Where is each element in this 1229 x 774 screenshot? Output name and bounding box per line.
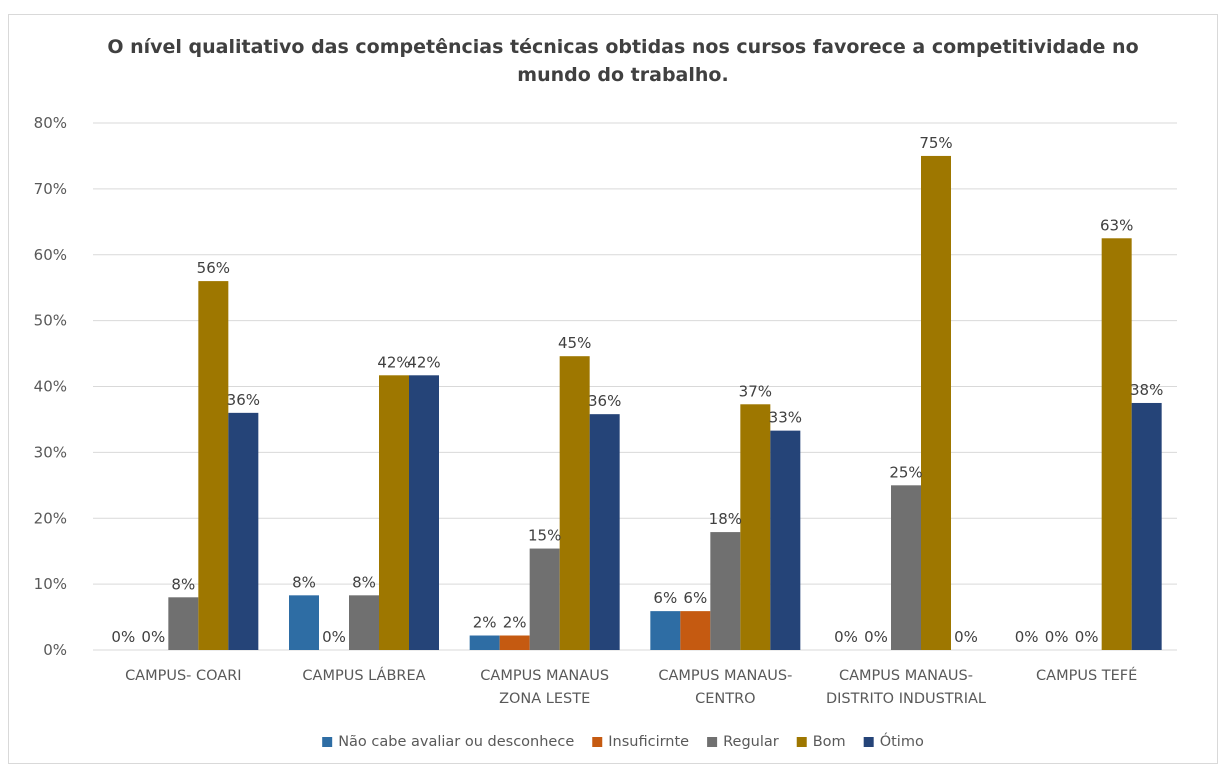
y-axis-ticks: 0% 10% 20% 30% 40% 50% 60% 70% 80% (34, 114, 67, 659)
data-label: 8% (292, 573, 316, 591)
legend-swatch (707, 737, 718, 747)
data-label: 2% (503, 614, 527, 632)
legend-swatch (592, 737, 603, 747)
gridlines (93, 122, 1177, 651)
bar (529, 548, 560, 650)
y-tick-label: 70% (34, 180, 67, 198)
category-label: CAMPUS LÁBREA (302, 667, 425, 684)
data-label: 37% (739, 382, 772, 400)
category-label: CAMPUS MANAUS (480, 668, 609, 684)
data-label: 42% (377, 353, 410, 371)
data-label: 63% (1100, 216, 1133, 234)
category-label: CAMPUS- COARI (125, 668, 242, 684)
legend-label: Ótimo (880, 732, 924, 750)
data-label: 15% (528, 527, 561, 545)
bar (499, 635, 530, 650)
legend-label: Regular (723, 734, 779, 750)
legend-item: Não cabe avaliar ou desconhece (322, 734, 574, 750)
category-label: CAMPUS MANAUS- (658, 668, 792, 684)
data-label: 75% (919, 134, 952, 152)
legend-swatch (322, 737, 333, 747)
data-label: 6% (683, 589, 707, 607)
legend-swatch (796, 737, 807, 747)
legend-label: Bom (813, 734, 846, 750)
category-label: CAMPUS TEFÉ (1036, 667, 1137, 684)
y-tick-label: 60% (34, 246, 67, 264)
legend-item: Regular (707, 734, 779, 750)
legend-label: Insuficirnte (608, 734, 689, 750)
bar (559, 356, 590, 650)
chart-frame: O nível qualitativo das competências téc… (8, 14, 1218, 764)
bar (680, 611, 711, 650)
chart-title-line: mundo do trabalho. (517, 64, 728, 86)
bar (198, 281, 229, 650)
legend: Não cabe avaliar ou desconhece Insuficirn… (322, 732, 924, 750)
bar (469, 635, 500, 650)
y-tick-label: 20% (34, 509, 67, 527)
bar (770, 430, 801, 650)
bar (1131, 402, 1162, 650)
category-label: CENTRO (695, 691, 755, 707)
legend-item: Insuficirnte (592, 734, 689, 750)
data-label: 33% (769, 409, 802, 427)
data-label: 45% (558, 334, 591, 352)
bar (650, 611, 681, 650)
data-label: 0% (864, 628, 888, 646)
bar (589, 414, 620, 650)
bar (891, 485, 921, 650)
data-label: 8% (352, 573, 376, 591)
y-tick-label: 50% (34, 312, 67, 330)
bar (228, 412, 259, 650)
data-label: 6% (653, 589, 677, 607)
bar (710, 532, 741, 650)
legend-label: Não cabe avaliar ou desconhece (338, 734, 574, 750)
x-axis-categories: CAMPUS- COARI CAMPUS LÁBREA CAMPUS MANAUS Z… (125, 667, 1137, 707)
data-label: 0% (954, 628, 978, 646)
bar (289, 595, 319, 650)
data-label: 8% (171, 575, 195, 593)
y-tick-label: 80% (34, 114, 67, 132)
data-label: 0% (111, 628, 135, 646)
data-label: 0% (1045, 628, 1069, 646)
data-label: 36% (588, 392, 621, 410)
bar (379, 375, 409, 650)
bar (1101, 238, 1132, 650)
bar (921, 155, 951, 650)
data-label: 0% (1015, 628, 1039, 646)
chart-svg: O nível qualitativo das competências téc… (34, 36, 1177, 750)
legend-item: Bom (796, 734, 846, 750)
bar (409, 375, 439, 650)
data-label: 25% (889, 463, 922, 481)
data-label: 0% (1075, 628, 1099, 646)
data-label: 0% (322, 628, 346, 646)
data-label: 42% (407, 353, 440, 371)
data-label: 38% (1130, 381, 1163, 399)
data-labels: 0% 0% 8% 56% 36% 8% 0% 8% 42%42% 2% 2% 15% 45% 36% 6% 6… (111, 134, 1163, 646)
y-tick-label: 0% (43, 641, 67, 659)
legend-swatch (863, 737, 874, 747)
data-label: 36% (227, 391, 260, 409)
chart-title: O nível qualitativo das competências téc… (107, 36, 1138, 86)
category-label: DISTRITO INDUSTRIAL (826, 691, 986, 707)
chart-title-line: O nível qualitativo das competências téc… (107, 36, 1138, 58)
data-label: 0% (141, 628, 165, 646)
data-label: 56% (197, 259, 230, 277)
data-label: 18% (709, 510, 742, 528)
data-label: 0% (834, 628, 858, 646)
bar (740, 404, 771, 650)
y-tick-label: 40% (34, 378, 67, 396)
bars (168, 155, 1162, 650)
bar (168, 597, 199, 650)
data-label: 2% (473, 614, 497, 632)
category-label: CAMPUS MANAUS- (839, 668, 973, 684)
y-tick-label: 30% (34, 443, 67, 461)
y-tick-label: 10% (34, 575, 67, 593)
bar (349, 595, 379, 650)
category-label: ZONA LESTE (499, 691, 590, 707)
legend-item: Ótimo (863, 732, 924, 750)
